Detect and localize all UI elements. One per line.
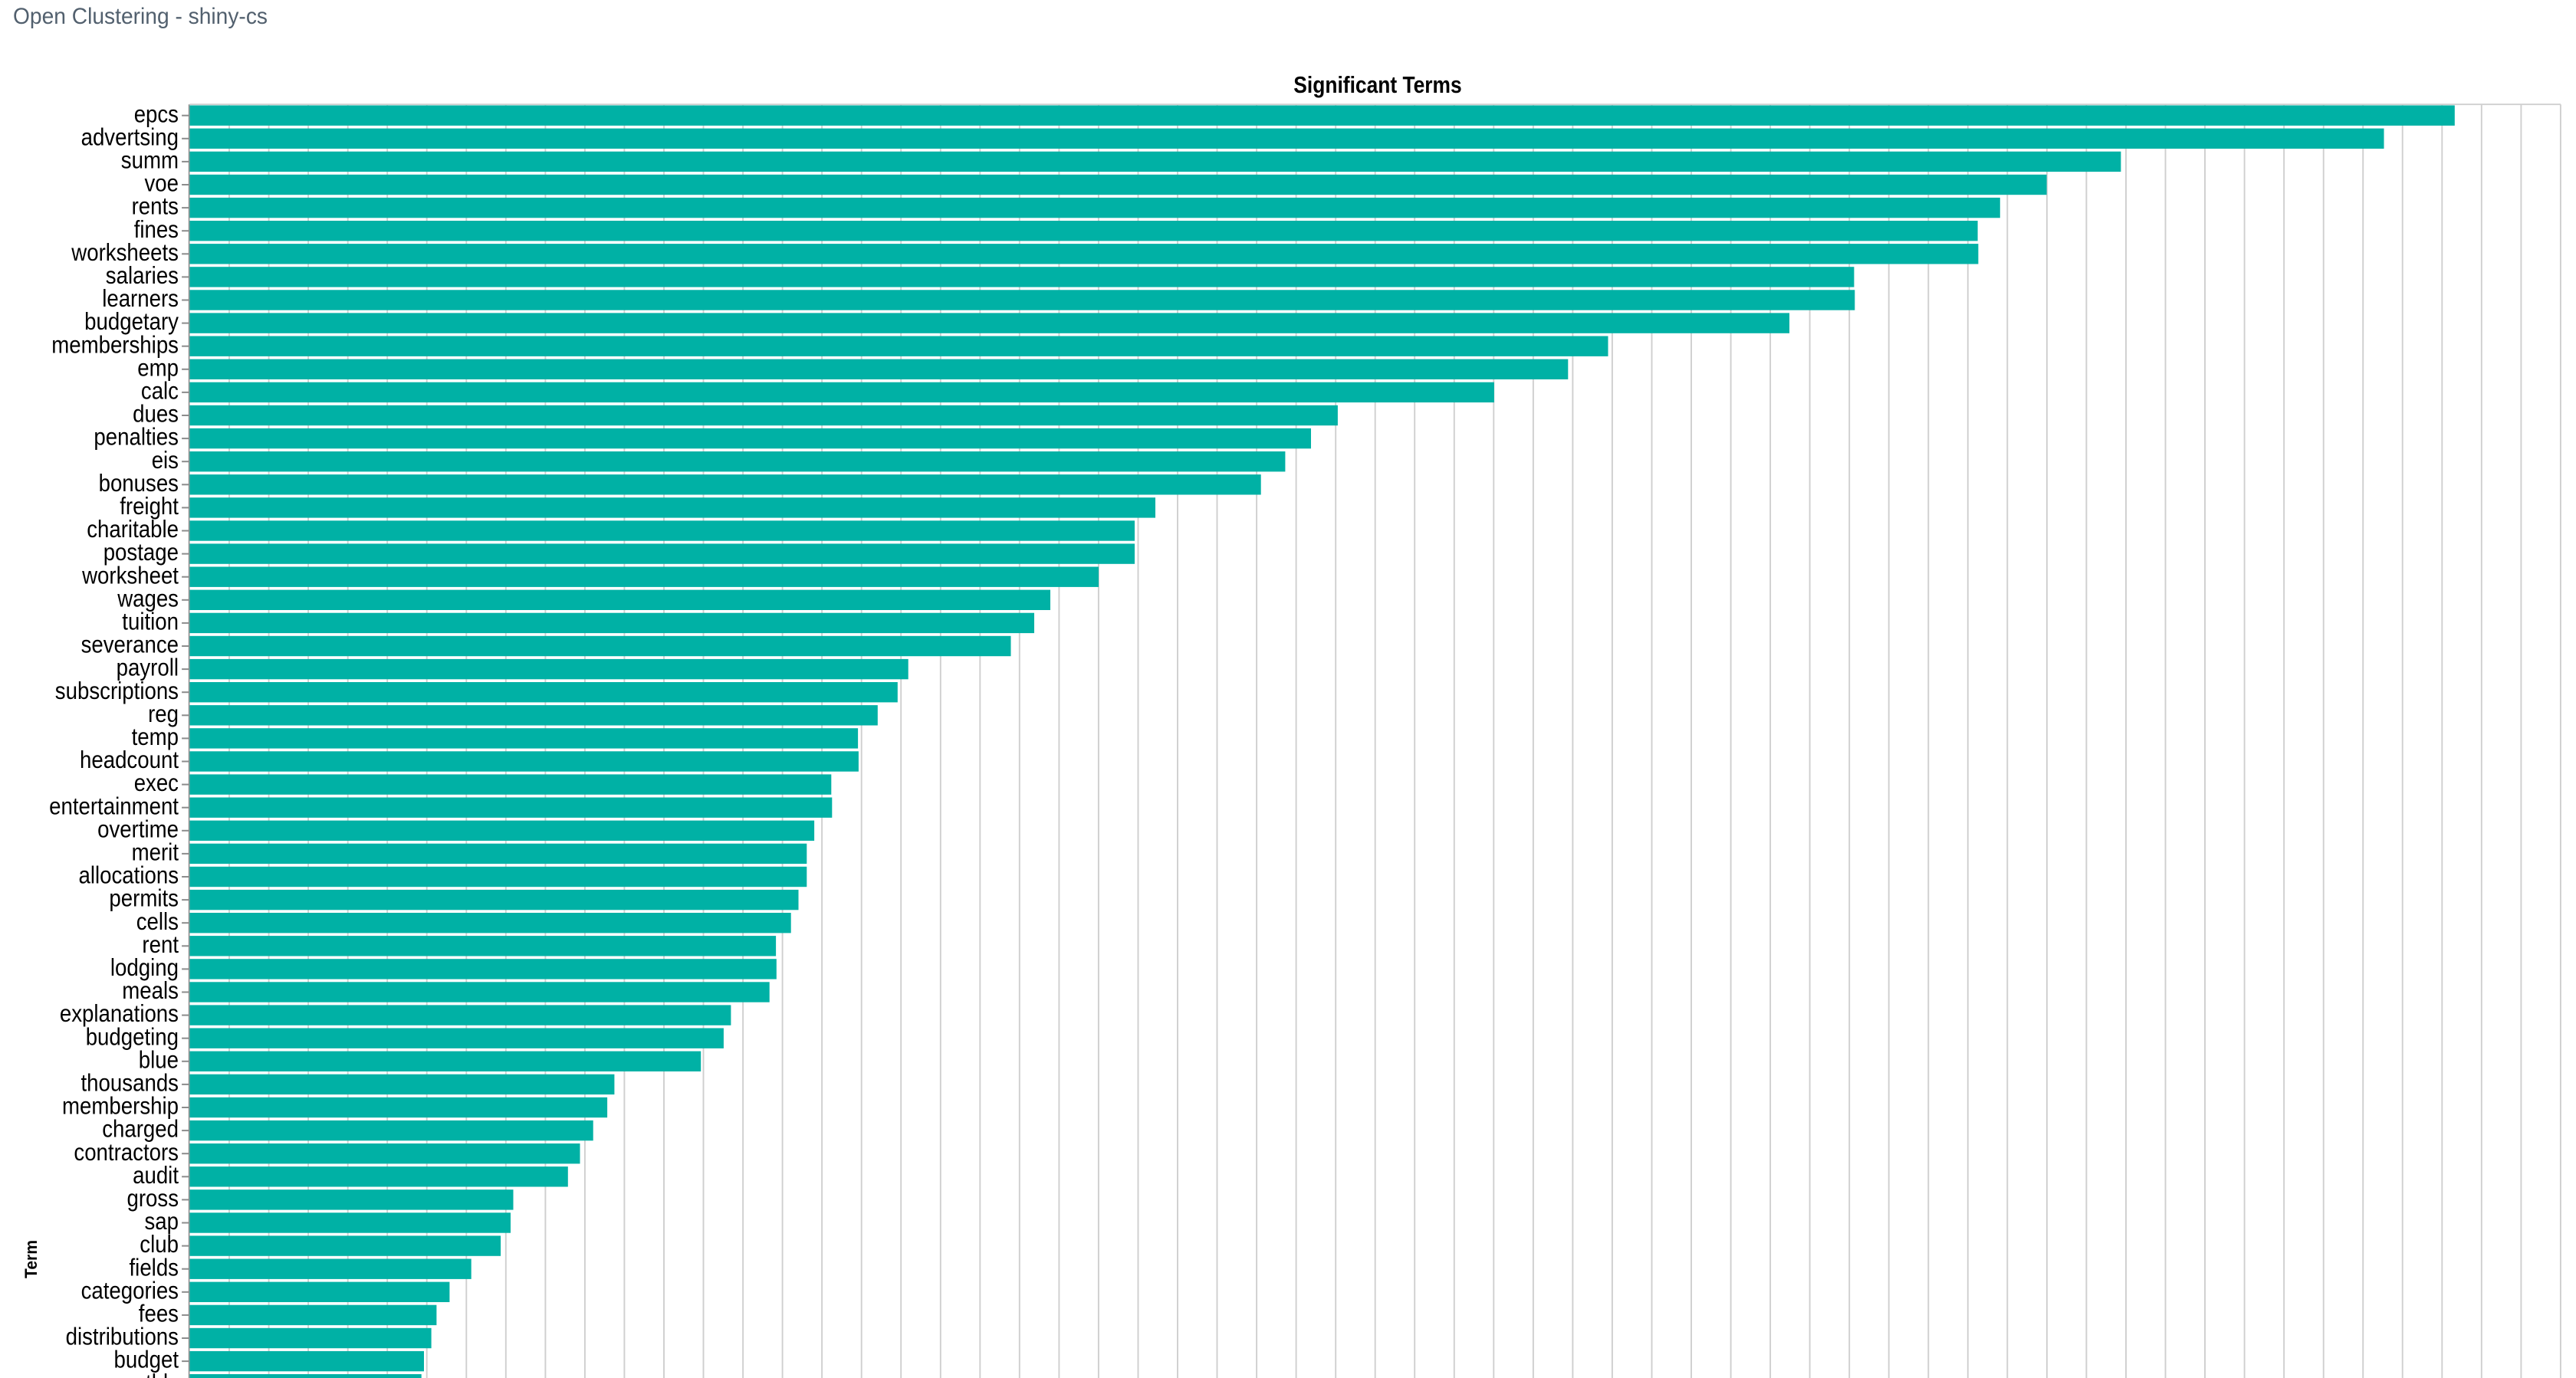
svg-text:wages: wages	[117, 584, 179, 612]
svg-text:membership: membership	[62, 1092, 179, 1120]
svg-text:charged: charged	[102, 1115, 179, 1143]
svg-text:advertsing: advertsing	[81, 123, 179, 150]
svg-text:emp: emp	[137, 353, 179, 381]
svg-text:Significant Terms: Significant Terms	[1293, 72, 1461, 98]
svg-text:gross: gross	[127, 1184, 179, 1212]
svg-text:charitable: charitable	[87, 515, 179, 543]
svg-text:summ: summ	[121, 146, 179, 174]
svg-text:penalties: penalties	[94, 423, 179, 451]
svg-text:salaries: salaries	[106, 261, 179, 289]
svg-text:fees: fees	[139, 1300, 179, 1327]
svg-text:tuition: tuition	[122, 608, 179, 635]
svg-text:epcs: epcs	[134, 100, 179, 127]
svg-text:worksheet: worksheet	[81, 561, 179, 589]
svg-text:fines: fines	[134, 215, 179, 243]
svg-text:thousands: thousands	[81, 1069, 179, 1097]
svg-text:audit: audit	[133, 1161, 179, 1189]
svg-text:voe: voe	[145, 169, 179, 197]
svg-text:monthly: monthly	[104, 1369, 179, 1378]
svg-text:calc: calc	[141, 377, 179, 405]
svg-text:freight: freight	[120, 492, 179, 520]
svg-text:postage: postage	[104, 538, 179, 566]
svg-text:contractors: contractors	[74, 1138, 179, 1166]
svg-text:Term: Term	[21, 1240, 41, 1278]
svg-text:lodging: lodging	[110, 953, 179, 981]
svg-text:entertainment: entertainment	[49, 792, 179, 819]
svg-text:overtime: overtime	[97, 815, 179, 842]
svg-text:cells: cells	[136, 907, 179, 935]
svg-text:payroll: payroll	[117, 654, 179, 681]
svg-text:severance: severance	[81, 631, 179, 658]
svg-text:meals: meals	[122, 976, 179, 1004]
svg-text:sap: sap	[145, 1207, 179, 1235]
svg-text:worksheets: worksheets	[71, 238, 179, 266]
svg-text:headcount: headcount	[80, 746, 179, 773]
svg-text:learners: learners	[102, 284, 179, 312]
svg-text:bonuses: bonuses	[99, 469, 179, 497]
svg-text:budget: budget	[114, 1346, 179, 1373]
svg-text:memberships: memberships	[51, 330, 179, 358]
svg-text:fields: fields	[130, 1253, 179, 1281]
svg-text:Open Clustering - shiny-cs: Open Clustering - shiny-cs	[13, 4, 268, 29]
svg-text:budgeting: budgeting	[86, 1022, 179, 1050]
svg-text:rent: rent	[142, 930, 179, 958]
svg-text:reg: reg	[148, 700, 179, 727]
svg-text:budgetary: budgetary	[84, 307, 179, 335]
svg-text:distributions: distributions	[66, 1323, 179, 1350]
svg-text:permits: permits	[109, 884, 179, 912]
svg-text:dues: dues	[133, 400, 179, 428]
svg-text:merit: merit	[132, 838, 179, 866]
svg-text:subscriptions: subscriptions	[55, 677, 179, 704]
svg-text:allocations: allocations	[79, 861, 179, 889]
svg-text:rents: rents	[132, 192, 179, 220]
svg-text:categories: categories	[81, 1276, 179, 1304]
svg-text:exec: exec	[134, 769, 179, 796]
svg-text:temp: temp	[132, 723, 179, 750]
svg-text:club: club	[140, 1230, 179, 1258]
svg-text:blue: blue	[139, 1045, 179, 1073]
svg-text:explanations: explanations	[60, 999, 179, 1027]
svg-text:eis: eis	[152, 446, 179, 474]
